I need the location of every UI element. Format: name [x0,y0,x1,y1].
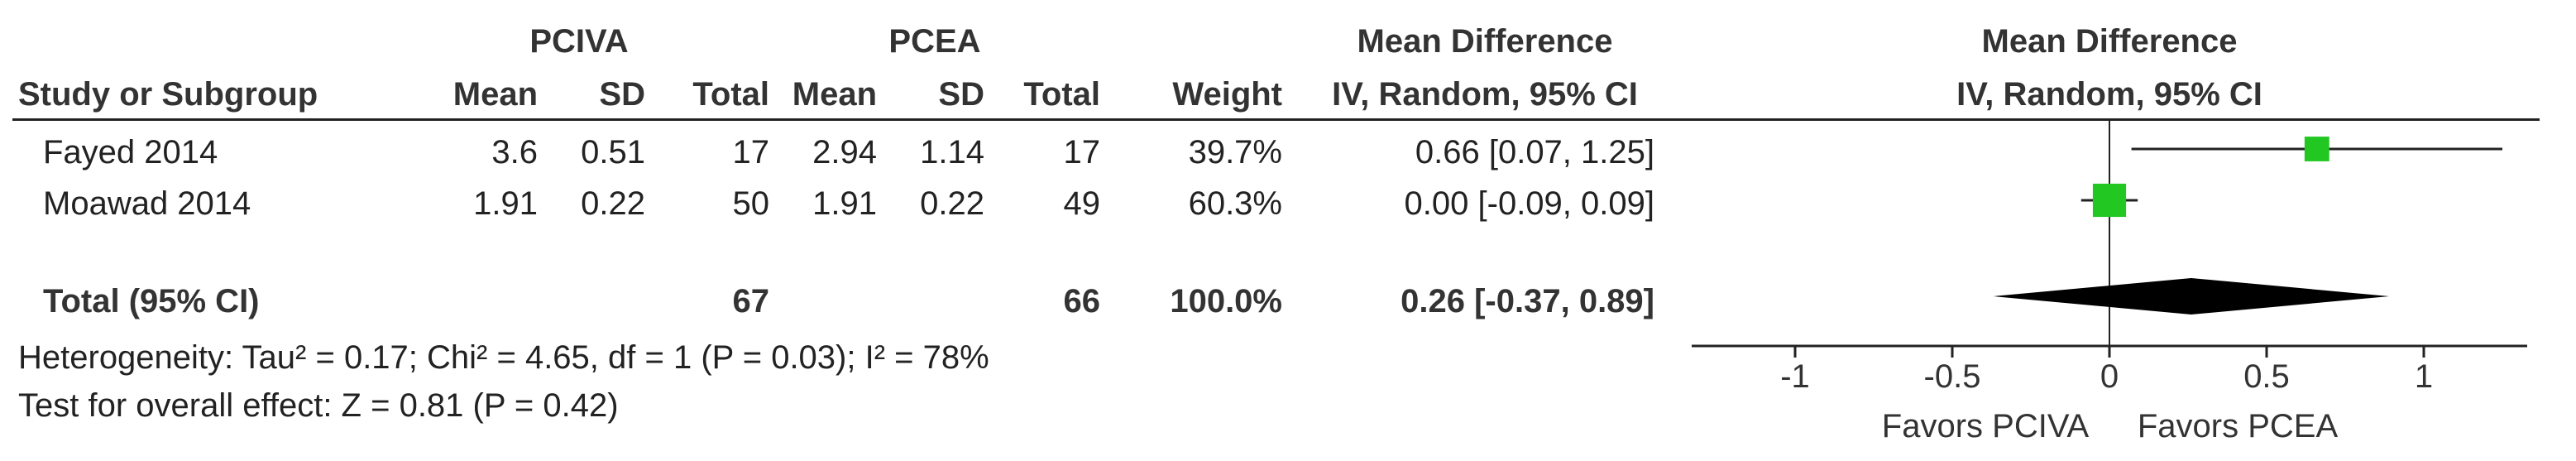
total-weight: 100.0% [1170,283,1282,319]
ci-value: 0.66 [0.07, 1.25] [1415,134,1654,170]
sd1-column-header: SD [599,76,645,113]
mean2-value: 2.94 [812,134,877,170]
sd2-value: 1.14 [920,134,984,170]
group2-header: PCEA [888,23,981,60]
study-name: Moawad 2014 [43,185,251,222]
favors-left-label: Favors PCIVA [1882,408,2090,444]
mean1-value: 3.6 [491,134,538,170]
effect-header: Mean Difference [1357,23,1613,60]
total1-value: 17 [732,134,770,170]
study-name: Fayed 2014 [43,134,218,170]
study-point-marker [2304,137,2329,161]
total2-sum: 66 [1063,283,1101,319]
favors-right-label: Favors PCEA [2138,408,2339,444]
pooled-effect-diamond [1993,278,2390,315]
x-axis-tick-label: 1 [2415,358,2433,395]
total-label: Total (95% CI) [43,283,260,319]
plot-ci-column-header: IV, Random, 95% CI [1956,76,2262,113]
total-ci-value: 0.26 [-0.37, 0.89] [1401,283,1654,319]
weight-value: 60.3% [1188,185,1282,222]
ci-value: 0.00 [-0.09, 0.09] [1404,185,1654,222]
overall-effect-text: Test for overall effect: Z = 0.81 (P = 0… [18,387,619,424]
group1-header: PCIVA [529,23,629,60]
study-point-marker [2092,183,2127,218]
total2-value: 17 [1063,134,1101,170]
total1-value: 50 [732,185,770,222]
sd1-value: 0.51 [581,134,645,170]
sd2-value: 0.22 [920,185,984,222]
total1-column-header: Total [692,76,769,113]
mean2-value: 1.91 [812,185,877,222]
weight-column-header: Weight [1172,76,1282,113]
ci-column-header: IV, Random, 95% CI [1332,76,1638,113]
x-axis-tick-label: -0.5 [1924,358,1981,395]
plot-header: Mean Difference [1981,23,2238,60]
mean1-value: 1.91 [473,185,538,222]
x-axis-tick-label: 0.5 [2243,358,2290,395]
heterogeneity-text: Heterogeneity: Tau² = 0.17; Chi² = 4.65,… [18,339,989,376]
total1-sum: 67 [732,283,770,319]
study-column-header: Study or Subgroup [18,76,318,113]
x-axis-tick-label: -1 [1780,358,1810,395]
header-rule [12,118,2540,121]
mean2-column-header: Mean [792,76,877,113]
x-axis-tick-label: 0 [2100,358,2119,395]
weight-value: 39.7% [1188,134,1282,170]
sd2-column-header: SD [938,76,984,113]
total2-value: 49 [1063,185,1101,222]
mean1-column-header: Mean [452,76,538,113]
sd1-value: 0.22 [581,185,645,222]
total2-column-header: Total [1023,76,1100,113]
